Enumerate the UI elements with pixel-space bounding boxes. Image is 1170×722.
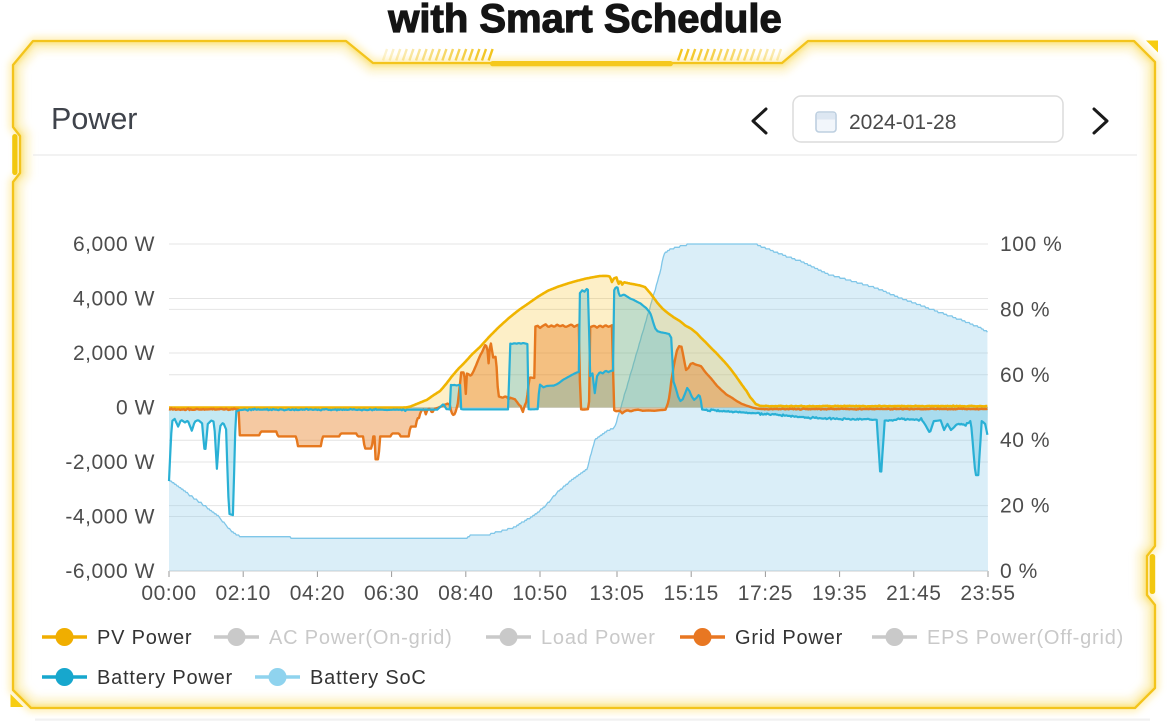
svg-text:00:00: 00:00 xyxy=(141,582,196,605)
svg-text:23:55: 23:55 xyxy=(960,582,1015,605)
svg-text:Battery SoC: Battery SoC xyxy=(310,667,427,689)
svg-text:40 %: 40 % xyxy=(1000,429,1050,452)
svg-text:60 %: 60 % xyxy=(1000,364,1050,387)
svg-text:0 W: 0 W xyxy=(116,397,155,420)
svg-text:2024-01-28: 2024-01-28 xyxy=(849,111,956,134)
svg-text:13:05: 13:05 xyxy=(589,582,644,605)
svg-text:Grid Power: Grid Power xyxy=(735,627,843,649)
svg-text:10:50: 10:50 xyxy=(512,582,567,605)
svg-text:15:15: 15:15 xyxy=(664,582,719,605)
svg-text:20 %: 20 % xyxy=(1000,495,1050,518)
svg-text:17:25: 17:25 xyxy=(738,582,793,605)
svg-text:06:30: 06:30 xyxy=(364,582,419,605)
svg-text:02:10: 02:10 xyxy=(216,582,271,605)
svg-text:80 %: 80 % xyxy=(1000,298,1050,321)
svg-text:-4,000 W: -4,000 W xyxy=(65,506,155,529)
svg-text:Power: Power xyxy=(51,102,137,136)
svg-text:08:40: 08:40 xyxy=(438,582,493,605)
svg-text:0 %: 0 % xyxy=(1000,560,1038,583)
svg-text:-6,000 W: -6,000 W xyxy=(65,560,155,583)
svg-text:4,000 W: 4,000 W xyxy=(73,288,155,311)
svg-text:100 %: 100 % xyxy=(1000,233,1062,256)
svg-text:Load Power: Load Power xyxy=(541,627,656,649)
svg-text:04:20: 04:20 xyxy=(290,582,345,605)
svg-text:-2,000 W: -2,000 W xyxy=(65,451,155,474)
svg-text:21:45: 21:45 xyxy=(886,582,941,605)
svg-text:6,000 W: 6,000 W xyxy=(73,233,155,256)
svg-text:Battery Power: Battery Power xyxy=(97,667,233,689)
svg-text:PV Power: PV Power xyxy=(97,627,192,649)
svg-text:2,000 W: 2,000 W xyxy=(73,342,155,365)
svg-text:EPS Power(Off-grid): EPS Power(Off-grid) xyxy=(927,627,1124,649)
svg-text:19:35: 19:35 xyxy=(812,582,867,605)
svg-text:AC Power(On-grid): AC Power(On-grid) xyxy=(269,627,453,649)
